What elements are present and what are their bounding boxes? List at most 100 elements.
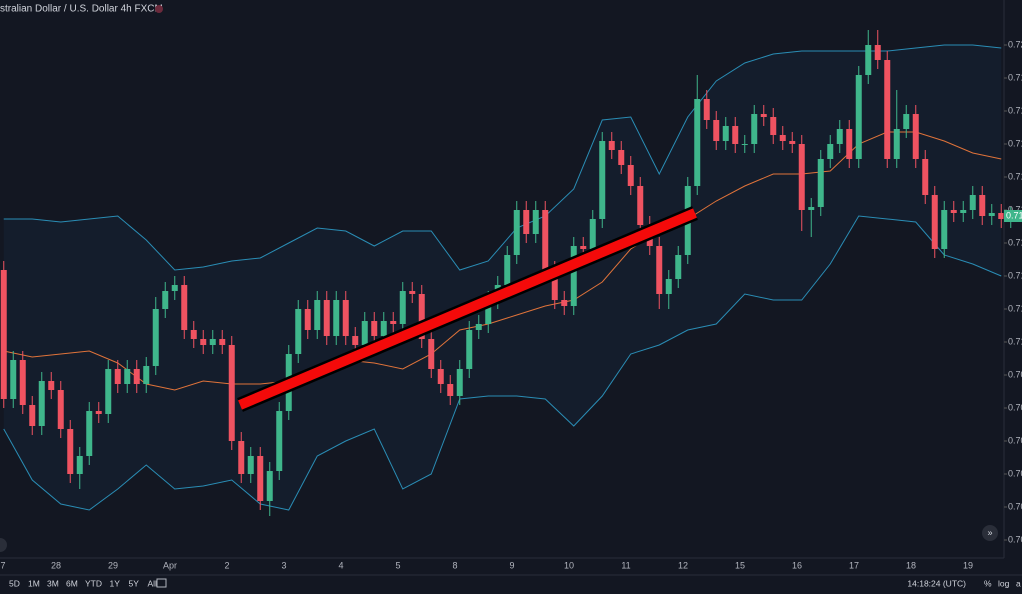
candle-body xyxy=(751,114,758,144)
candle-body xyxy=(561,300,568,306)
candle-body xyxy=(257,456,264,501)
candle-body xyxy=(627,165,634,186)
candle-body xyxy=(342,300,349,336)
candle-body xyxy=(219,339,226,345)
candle-body xyxy=(922,159,929,195)
price-tick-label: 0.70 xyxy=(1008,468,1022,478)
candle-body xyxy=(741,144,748,145)
candle-body xyxy=(114,369,121,384)
candle-body xyxy=(133,369,140,384)
candle-body xyxy=(665,279,672,294)
range-button[interactable]: 5Y xyxy=(129,578,140,588)
candle-body xyxy=(979,195,986,216)
candle-body xyxy=(19,360,26,405)
candle-body xyxy=(808,207,815,210)
candle-body xyxy=(893,129,900,159)
range-button[interactable]: 1Y xyxy=(110,578,121,588)
range-button[interactable]: YTD xyxy=(85,578,102,588)
candle-body xyxy=(352,336,359,345)
time-tick-label: 18 xyxy=(906,560,916,570)
time-tick-label: 11 xyxy=(621,560,630,570)
candle-body xyxy=(798,144,805,210)
candle-body xyxy=(409,291,416,294)
price-tick-label: 0.70 xyxy=(1008,435,1022,445)
candle-body xyxy=(466,330,473,369)
price-tick-label: 0.71 xyxy=(1008,72,1022,82)
candle-body xyxy=(827,144,834,159)
candle-body xyxy=(551,270,558,300)
candle-body xyxy=(171,285,178,291)
candle-body xyxy=(10,360,17,399)
bottom-bar xyxy=(0,575,1022,594)
candle-body xyxy=(732,126,739,144)
range-button[interactable]: All xyxy=(148,578,158,588)
candle-body xyxy=(589,219,596,249)
time-tick-label: 7 xyxy=(0,560,5,570)
candle-body xyxy=(399,291,406,324)
price-tick-label: 0.71 xyxy=(1008,171,1022,181)
candle-body xyxy=(57,390,64,429)
candle-body xyxy=(998,213,1005,219)
candle-body xyxy=(504,255,511,285)
candle-body xyxy=(209,339,216,345)
candle-body xyxy=(836,129,843,144)
candle-body xyxy=(637,186,644,225)
time-tick-label: 10 xyxy=(564,560,574,570)
candle-body xyxy=(314,300,321,330)
candle-body xyxy=(181,285,188,330)
left-button[interactable] xyxy=(0,538,7,552)
scroll-right-button[interactable] xyxy=(982,525,998,541)
candle-body xyxy=(437,369,444,384)
date-range-icon[interactable] xyxy=(156,578,167,588)
candle-body xyxy=(238,441,245,474)
candle-body xyxy=(0,270,7,399)
candle-body xyxy=(86,411,93,456)
price-tick-label: 0.71 xyxy=(1008,270,1022,280)
candle-body xyxy=(846,129,853,159)
price-tick-label: 0.71 xyxy=(1008,303,1022,313)
candle-body xyxy=(865,45,872,75)
range-button[interactable]: 3M xyxy=(47,578,59,588)
candle-body xyxy=(124,369,131,384)
clock: 14:18:24 (UTC) xyxy=(907,578,966,588)
time-tick-label: 8 xyxy=(452,560,457,570)
range-button[interactable]: 1M xyxy=(28,578,40,588)
candle-body xyxy=(247,456,254,474)
candle-body xyxy=(608,141,615,150)
candle-body xyxy=(266,471,273,501)
candle-body xyxy=(390,321,397,324)
current-price-label: 0.71 xyxy=(1006,210,1022,220)
candle-body xyxy=(770,117,777,135)
candle-body xyxy=(323,300,330,336)
candle-body xyxy=(789,141,796,144)
candle-body xyxy=(779,135,786,141)
range-button[interactable]: 6M xyxy=(66,578,78,588)
candle-body xyxy=(456,369,463,396)
candle-body xyxy=(817,159,824,207)
candle-body xyxy=(513,210,520,255)
candle-body xyxy=(76,456,83,474)
time-tick-label: 15 xyxy=(735,560,745,570)
band-line xyxy=(3,44,1002,271)
candle-body xyxy=(912,114,919,159)
candle-body xyxy=(722,126,729,141)
candle-body xyxy=(874,45,881,60)
time-tick-label: 2 xyxy=(224,560,229,570)
candle-body xyxy=(333,300,340,336)
trend-line xyxy=(238,208,697,410)
candle-body xyxy=(152,309,159,366)
candle-body xyxy=(675,255,682,279)
axis-option[interactable]: a xyxy=(1016,578,1021,588)
range-button[interactable]: 5D xyxy=(9,578,20,588)
candle-body xyxy=(713,120,720,141)
candle-body xyxy=(969,195,976,210)
candle-body xyxy=(428,339,435,369)
candle-body xyxy=(656,246,663,294)
time-tick-label: 9 xyxy=(509,560,514,570)
axis-option[interactable]: % xyxy=(984,578,992,588)
time-tick-label: 17 xyxy=(849,560,859,570)
price-tick-label: 0.70 xyxy=(1008,534,1022,544)
axis-option[interactable]: log xyxy=(998,578,1010,588)
